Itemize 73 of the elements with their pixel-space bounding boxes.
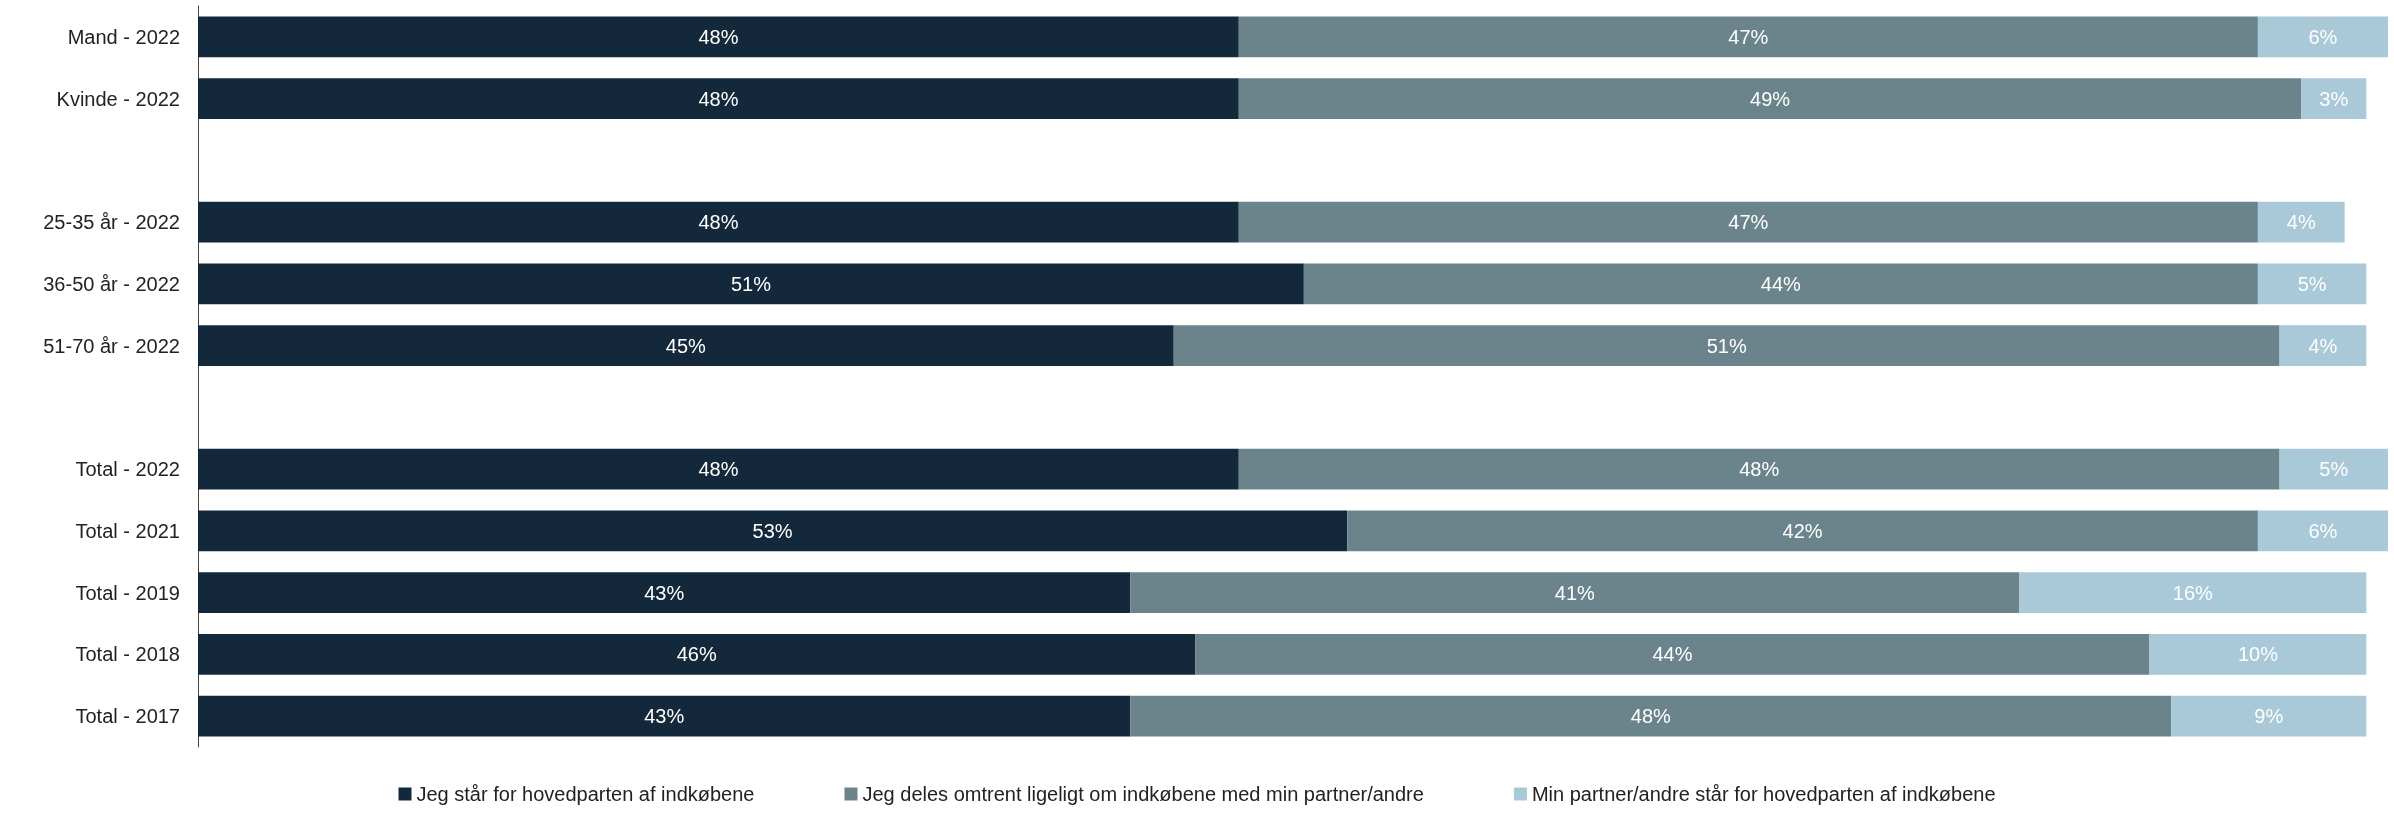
bar xyxy=(1130,572,2020,613)
data-label: 42% xyxy=(1782,519,1823,542)
data-label: 53% xyxy=(752,519,793,542)
bar xyxy=(1347,510,2258,552)
data-label: 3% xyxy=(2319,87,2349,110)
data-label: 6% xyxy=(2308,519,2338,542)
bar xyxy=(198,16,1239,58)
y-tick-label: 36-50 år - 2022 xyxy=(43,272,180,295)
bar xyxy=(2257,201,2345,243)
data-label: 51% xyxy=(730,272,772,295)
data-label: 9% xyxy=(2254,705,2284,728)
bar xyxy=(2019,572,2367,613)
bar xyxy=(1195,634,2150,675)
bar xyxy=(2279,325,2367,366)
bar xyxy=(2171,695,2367,737)
data-label: 5% xyxy=(2297,272,2327,295)
bar xyxy=(2301,78,2367,119)
bar xyxy=(198,263,1304,305)
bar xyxy=(198,448,1239,490)
legend-label: Jeg står for hovedparten af indkøbene xyxy=(416,783,755,805)
data-label: 4% xyxy=(2286,211,2316,234)
bar xyxy=(1238,448,2280,490)
data-label: 43% xyxy=(644,581,685,604)
y-tick-label: Total - 2021 xyxy=(75,519,180,542)
y-tick-label: Total - 2019 xyxy=(75,581,180,604)
y-tick-label: Total - 2022 xyxy=(75,458,180,481)
bar xyxy=(198,325,1174,366)
bar xyxy=(2257,263,2367,305)
data-label: 47% xyxy=(1728,211,1769,234)
bar xyxy=(198,634,1196,675)
bar xyxy=(2149,634,2367,675)
data-label: 48% xyxy=(698,25,739,48)
bar xyxy=(1173,325,2280,366)
legend-label: Jeg deles omtrent ligeligt om indkøbene med min partner/andre xyxy=(862,783,1424,805)
y-tick-label: 51-70 år - 2022 xyxy=(43,334,180,357)
data-label: 16% xyxy=(2172,581,2214,604)
data-label: 4% xyxy=(2308,334,2338,357)
bar xyxy=(198,78,1239,119)
data-label: 10% xyxy=(2237,643,2279,666)
bar xyxy=(198,510,1348,552)
bar xyxy=(198,201,1239,243)
data-label: 47% xyxy=(1728,25,1769,48)
bar xyxy=(2257,16,2388,58)
bar xyxy=(1238,201,2258,243)
data-label: 48% xyxy=(698,458,739,481)
data-label: 46% xyxy=(676,643,717,666)
data-label: 48% xyxy=(698,87,739,110)
bar xyxy=(1130,695,2172,737)
data-label: 44% xyxy=(1760,272,1802,295)
data-label: 48% xyxy=(1630,705,1671,728)
data-label: 6% xyxy=(2308,25,2338,48)
y-tick-label: 25-35 år - 2022 xyxy=(43,211,180,234)
data-label: 41% xyxy=(1554,581,1596,604)
data-label: 44% xyxy=(1652,643,1693,666)
data-label: 5% xyxy=(2319,458,2349,481)
bar xyxy=(1238,78,2302,119)
data-label: 48% xyxy=(698,211,739,234)
y-tick-label: Total - 2017 xyxy=(75,705,180,728)
bar xyxy=(198,572,1131,613)
legend-label: Min partner/andre står for hovedparten af indkøbene xyxy=(1531,783,1996,805)
data-label: 48% xyxy=(1739,458,1780,481)
bar xyxy=(2279,448,2388,490)
bar xyxy=(1303,263,2258,305)
data-label: 45% xyxy=(665,334,707,357)
data-label: 49% xyxy=(1750,87,1791,110)
bar xyxy=(198,695,1131,737)
bar xyxy=(2257,510,2388,552)
bar xyxy=(1238,16,2258,58)
y-tick-label: Total - 2018 xyxy=(75,643,180,666)
y-tick-label: Kvinde - 2022 xyxy=(56,87,180,110)
y-tick-label: Mand - 2022 xyxy=(67,25,180,48)
data-label: 51% xyxy=(1706,334,1747,357)
data-label: 43% xyxy=(644,705,685,728)
